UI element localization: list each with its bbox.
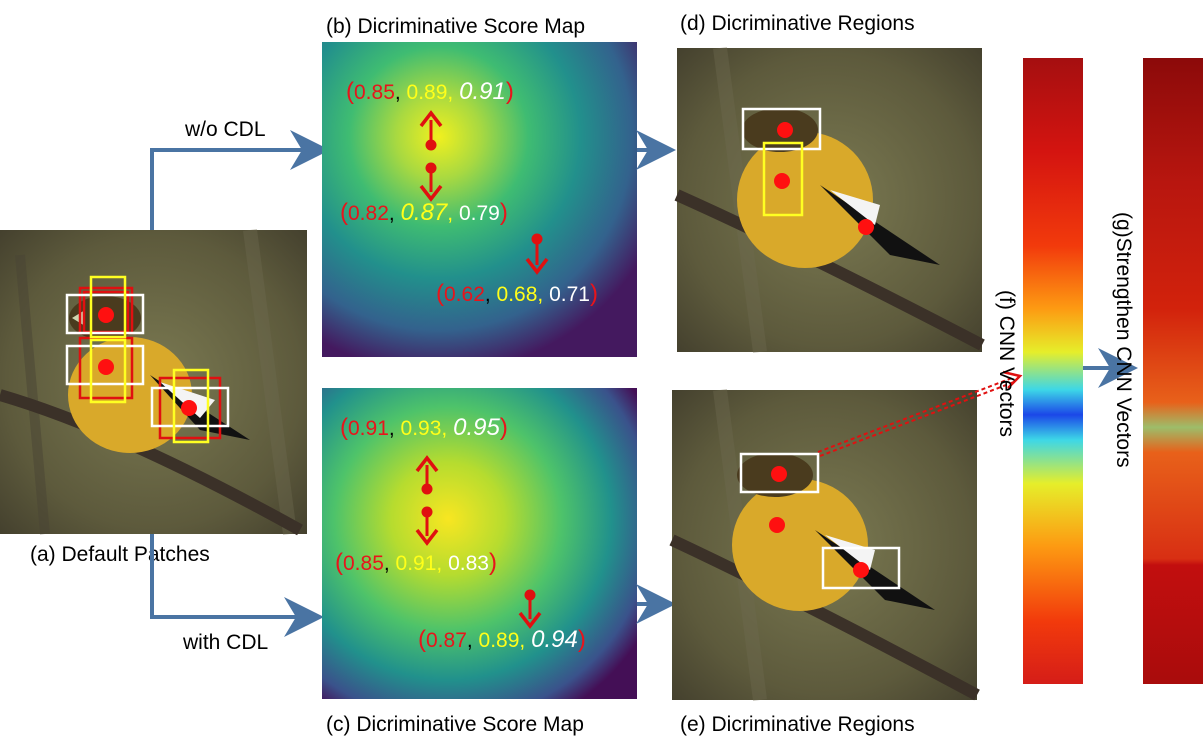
caption-f: (f) CNN Vectors [995,290,1018,437]
score-value: 0.94 [531,626,578,653]
regions-photo-top [674,47,985,353]
score-triplet-bottom-2: (0.87, 0.89, 0.94) [418,626,586,653]
regions-photo-bottom [669,389,980,701]
score-triplet-bottom-0: (0.91, 0.93, 0.95) [340,414,508,441]
score-value: 0.82 [348,202,389,225]
default-patches-photo [0,229,307,536]
score-value: 0.93 [401,417,442,440]
score-map-bottom [322,388,637,699]
default-patch-boxes [65,275,230,444]
score-map-top [322,42,637,357]
score-labels-top: (0.85, 0.89, 0.91) (0.82, 0.87, 0.79) (0.6… [340,78,598,307]
score-value: 0.91 [459,78,506,105]
score-value: 0.62 [444,283,485,306]
cnn-vector-bar [1023,58,1083,684]
score-value: 0.85 [354,81,395,104]
branch-arrow-bottom [150,534,324,637]
score-triplet-bottom-1: (0.85, 0.91, 0.83) [335,549,497,576]
score-triplet-top-1: (0.82, 0.87, 0.79) [340,199,508,226]
score-arrows-bottom [415,455,542,629]
score-value: 0.79 [459,202,500,225]
score-triplet-top-2: (0.62, 0.68, 0.71) [436,280,598,307]
score-value: 0.91 [348,417,389,440]
score-value: 0.89 [407,81,448,104]
score-labels-bottom: (0.91, 0.93, 0.95) (0.85, 0.91, 0.83) (0.8… [335,414,586,653]
score-value: 0.85 [343,552,384,575]
caption-d: (d) Dicriminative Regions [680,12,915,35]
strengthened-vector-bar [1143,58,1203,684]
caption-a: (a) Default Patches [30,543,210,566]
caption-e: (e) Dicriminative Regions [680,713,915,736]
branch-arrow-top [150,130,330,230]
score-value: 0.87 [401,199,449,226]
caption-b: (b) Dicriminative Score Map [326,15,585,38]
score-value: 0.89 [479,629,520,652]
branch-label-bottom: with CDL [182,631,268,654]
score-value: 0.91 [396,552,437,575]
score-triplet-top-0: (0.85, 0.89, 0.91) [346,78,514,105]
dashed-link-arrow [817,370,1023,457]
caption-c: (c) Dicriminative Score Map [326,713,584,736]
score-value: 0.71 [549,283,590,306]
score-value: 0.87 [426,629,467,652]
caption-g: (g)Strengthen CNN Vectors [1112,212,1135,468]
score-value: 0.68 [497,283,538,306]
score-value: 0.83 [448,552,489,575]
score-arrows-top [419,110,549,275]
score-value: 0.95 [453,414,500,441]
branch-label-top: w/o CDL [184,118,266,141]
